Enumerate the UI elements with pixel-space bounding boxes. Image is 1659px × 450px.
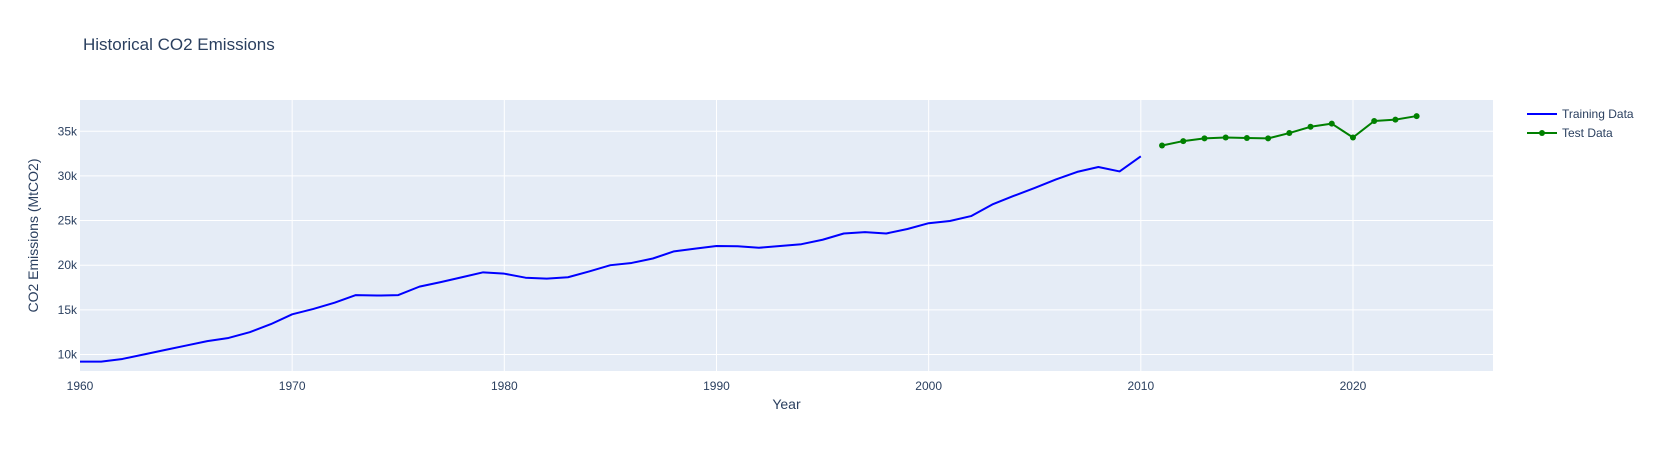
y-tick-labels: 10k 15k 20k 25k 30k 35k	[58, 124, 78, 361]
test-data-point	[1328, 120, 1335, 127]
plot-area	[80, 100, 1493, 371]
test-data-point	[1265, 135, 1272, 142]
test-data-point	[1180, 138, 1187, 145]
legend-label-training-data: Training Data	[1562, 107, 1634, 121]
x-gridlines	[291, 100, 1354, 371]
y-tick-label: 25k	[58, 214, 78, 228]
x-tick-label: 1980	[491, 379, 518, 393]
test-data-point	[1349, 134, 1356, 141]
y-axis-title: CO2 Emissions (MtCO2)	[25, 158, 41, 312]
y-tick-label: 35k	[58, 124, 78, 138]
legend-item-training-data[interactable]: Training Data	[1527, 107, 1634, 121]
legend-item-test-data[interactable]: Test Data	[1527, 126, 1613, 140]
test-data-point	[1201, 135, 1208, 142]
x-tick-label: 1970	[279, 379, 306, 393]
test-data-point	[1392, 116, 1399, 123]
chart-title: Historical CO2 Emissions	[83, 35, 275, 54]
test-data-point	[1222, 134, 1229, 141]
training-data-line	[80, 155, 1142, 363]
y-tick-label: 20k	[58, 258, 78, 272]
y-tick-label: 10k	[58, 347, 78, 361]
test-data-point	[1307, 123, 1314, 130]
test-data-point	[1371, 117, 1378, 124]
test-data-point	[1159, 142, 1166, 149]
y-tick-label: 15k	[58, 303, 78, 317]
legend-label-test-data: Test Data	[1562, 126, 1613, 140]
x-tick-labels: 1960 1970 1980 1990 2000 2010 2020	[67, 379, 1367, 393]
x-tick-label: 2020	[1340, 379, 1367, 393]
test-data-point	[1286, 130, 1293, 137]
x-axis-title: Year	[772, 396, 801, 412]
series-layer	[80, 113, 1420, 363]
x-tick-label: 1960	[67, 379, 94, 393]
test-data-point	[1243, 134, 1250, 141]
legend[interactable]: Training Data Test Data	[1527, 107, 1634, 140]
legend-marker-test-data	[1539, 130, 1545, 136]
y-gridlines	[80, 130, 1493, 355]
test-data-point	[1413, 113, 1420, 120]
x-tick-label: 2010	[1127, 379, 1154, 393]
x-tick-label: 1990	[703, 379, 730, 393]
y-tick-label: 30k	[58, 169, 78, 183]
x-tick-label: 2000	[915, 379, 942, 393]
